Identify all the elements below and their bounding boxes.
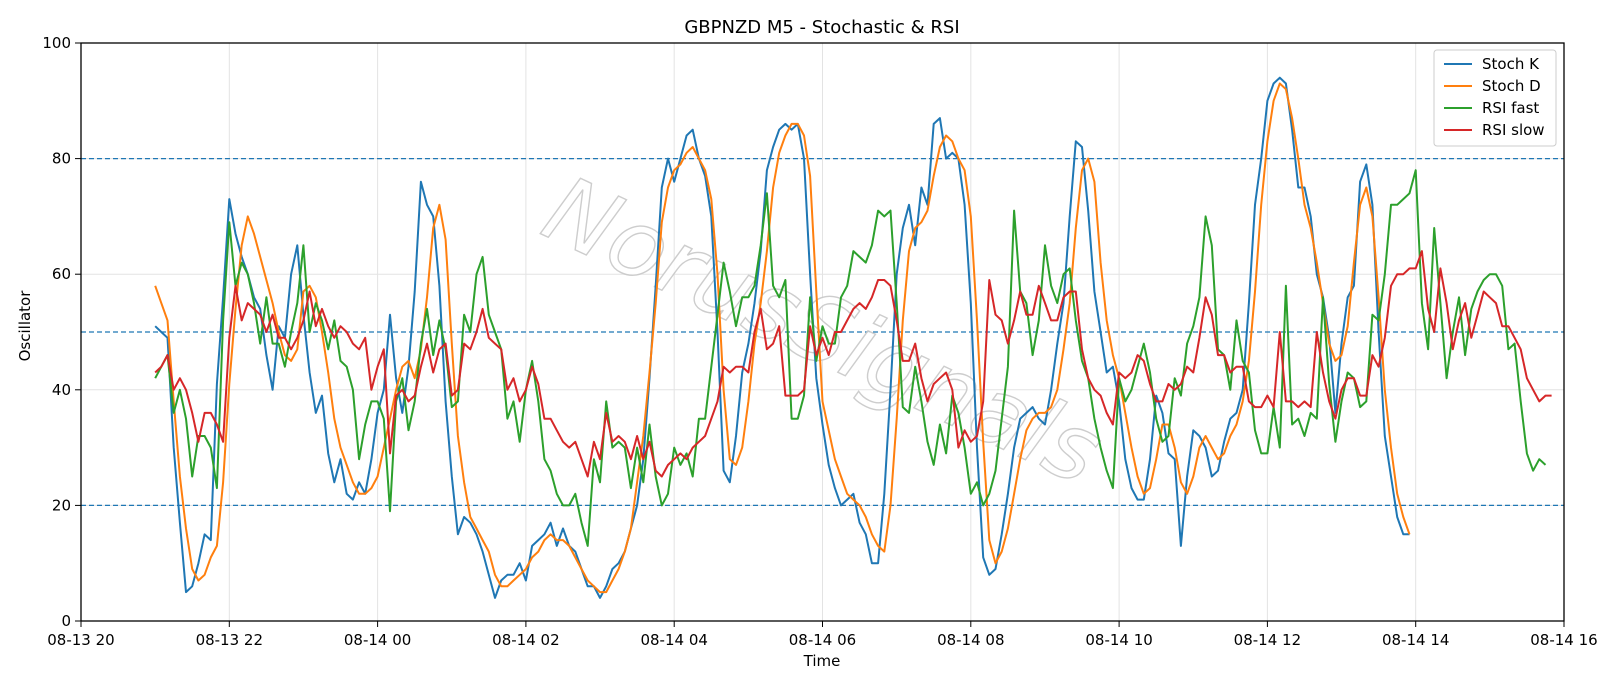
chart-title: GBPNZD M5 - Stochastic & RSI <box>684 17 959 38</box>
x-axis-title: Time <box>803 652 841 670</box>
legend-label-stoch-k: Stoch K <box>1482 55 1540 73</box>
series-line-stoch-k <box>154 76 1410 599</box>
y-axis-title: Oscillator <box>16 290 34 362</box>
y-tick-label: 40 <box>52 381 71 399</box>
legend: Stoch K Stoch D RSI fast RSI slow <box>1433 49 1557 147</box>
x-tick-label: 08-14 08 <box>937 631 1004 649</box>
x-tick-label: 08-14 00 <box>344 631 411 649</box>
x-tick-label: 08-14 16 <box>1530 631 1597 649</box>
y-tick-label: 0 <box>61 612 71 630</box>
x-axis-ticks: 08-13 20 08-13 22 08-14 00 08-14 02 08-14 04… <box>47 621 1598 649</box>
series-line-rsi-slow <box>154 250 1552 478</box>
x-tick-label: 08-14 02 <box>492 631 559 649</box>
y-axis-ticks: 0 20 40 60 80 100 <box>42 34 81 630</box>
x-tick-label: 08-14 04 <box>640 631 707 649</box>
x-tick-label: 08-13 22 <box>196 631 263 649</box>
series-lines <box>154 76 1552 599</box>
y-tick-label: 60 <box>52 265 71 283</box>
legend-label-rsi-fast: RSI fast <box>1482 99 1539 117</box>
legend-label-rsi-slow: RSI slow <box>1482 121 1545 139</box>
x-tick-label: 08-14 06 <box>789 631 856 649</box>
x-tick-label: 08-14 10 <box>1085 631 1152 649</box>
x-tick-label: 08-13 20 <box>47 631 114 649</box>
y-tick-label: 80 <box>52 150 71 168</box>
x-tick-label: 08-14 14 <box>1382 631 1449 649</box>
y-tick-label: 20 <box>52 496 71 514</box>
series-line-stoch-d <box>154 82 1411 594</box>
legend-box <box>1433 49 1557 147</box>
legend-label-stoch-d: Stoch D <box>1482 77 1541 95</box>
y-tick-label: 100 <box>42 34 71 52</box>
x-tick-label: 08-14 12 <box>1234 631 1301 649</box>
series-line-rsi-fast <box>154 169 1547 547</box>
